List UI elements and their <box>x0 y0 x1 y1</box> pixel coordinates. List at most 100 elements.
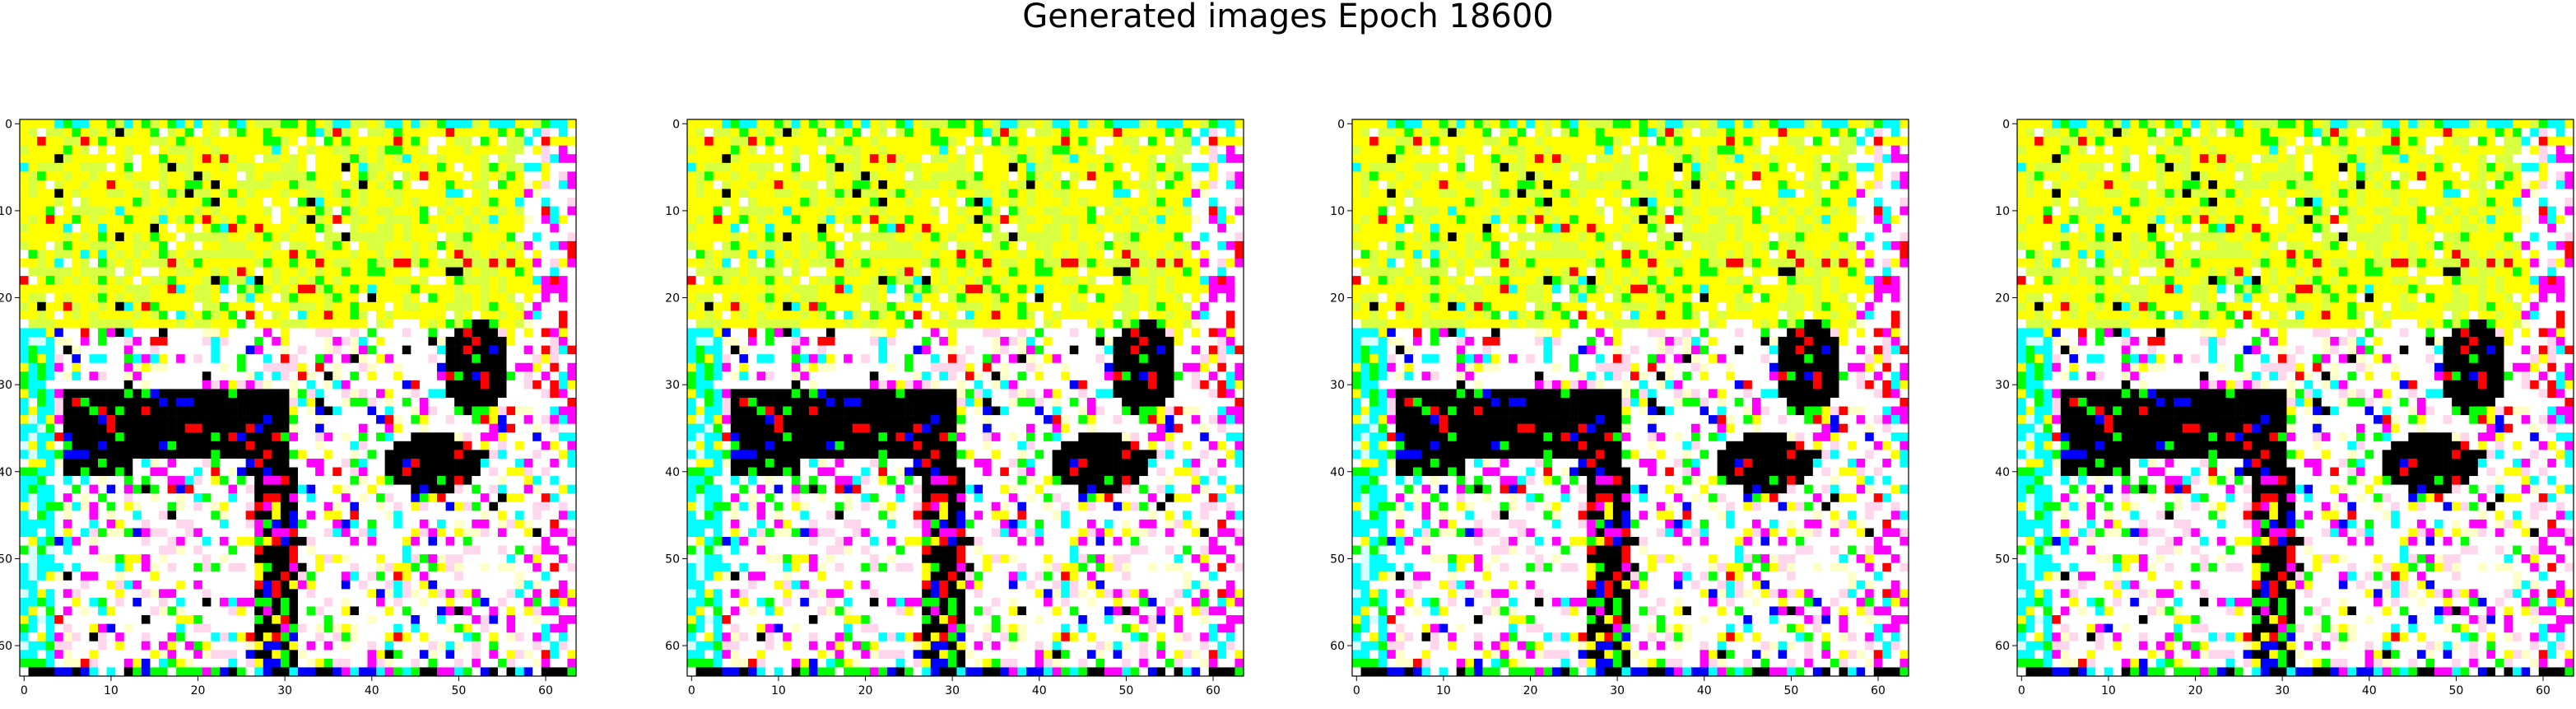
pixel <box>454 493 463 502</box>
pixel <box>1035 198 1044 207</box>
pixel <box>542 207 551 216</box>
pixel <box>254 259 263 268</box>
pixel <box>489 459 498 468</box>
pixel <box>1114 171 1123 180</box>
pixel <box>524 615 533 624</box>
pixel <box>185 346 194 355</box>
pixel <box>489 302 498 311</box>
pixel <box>289 163 298 172</box>
pixel <box>446 346 455 355</box>
pixel <box>46 285 55 294</box>
pixel <box>385 493 394 502</box>
pixel <box>368 476 377 485</box>
pixel <box>385 268 394 277</box>
pixel <box>748 163 757 172</box>
pixel <box>1078 198 1087 207</box>
pixel <box>72 250 81 259</box>
pixel <box>254 641 263 651</box>
pixel <box>420 198 429 207</box>
pixel <box>133 346 142 355</box>
pixel <box>220 554 229 563</box>
pixel <box>202 441 212 450</box>
pixel <box>29 459 38 468</box>
pixel <box>896 224 905 233</box>
pixel <box>896 215 905 224</box>
pixel <box>376 119 385 128</box>
pixel <box>835 119 844 128</box>
pixel <box>428 128 437 138</box>
pixel <box>246 450 255 459</box>
pixel <box>237 320 246 329</box>
pixel <box>385 589 394 598</box>
pixel <box>515 389 524 398</box>
pixel <box>446 329 455 338</box>
pixel <box>956 189 965 198</box>
pixel <box>1139 119 1148 128</box>
pixel <box>1114 207 1123 216</box>
pixel <box>524 276 533 285</box>
pixel <box>185 285 194 294</box>
pixel <box>1114 154 1123 163</box>
pixel <box>524 180 533 189</box>
pixel <box>817 163 826 172</box>
pixel <box>472 441 481 450</box>
pixel <box>559 511 568 520</box>
pixel <box>428 250 437 259</box>
pixel <box>315 259 324 268</box>
pixel <box>1183 146 1192 155</box>
pixel <box>237 207 246 216</box>
pixel <box>272 171 281 180</box>
pixel <box>254 329 263 338</box>
pixel <box>185 563 194 572</box>
pixel <box>107 520 116 529</box>
pixel <box>324 146 333 155</box>
pixel <box>472 667 481 676</box>
pixel <box>81 154 90 163</box>
pixel <box>757 128 766 138</box>
pixel <box>1174 215 1183 224</box>
pixel <box>542 329 551 338</box>
pixel <box>115 329 124 338</box>
pixel <box>481 302 490 311</box>
pixel <box>81 137 90 146</box>
pixel <box>1070 215 1079 224</box>
pixel <box>489 476 498 485</box>
pixel <box>54 459 63 468</box>
pixel <box>168 285 177 294</box>
pixel <box>332 224 342 233</box>
pixel <box>887 128 896 138</box>
pixel <box>542 146 551 155</box>
pixel <box>220 380 229 389</box>
pixel <box>559 581 568 590</box>
pixel <box>835 189 844 198</box>
pixel <box>1078 128 1087 138</box>
pixel <box>254 659 263 668</box>
pixel <box>220 624 229 633</box>
pixel <box>107 450 116 459</box>
pixel <box>168 502 177 511</box>
pixel <box>472 189 481 198</box>
pixel <box>237 250 246 259</box>
pixel <box>376 554 385 563</box>
pixel <box>90 398 99 407</box>
pixel <box>107 441 116 450</box>
pixel <box>142 198 151 207</box>
pixel <box>72 650 81 659</box>
pixel <box>263 276 272 285</box>
pixel <box>385 528 394 537</box>
pixel <box>532 163 542 172</box>
pixel <box>411 354 420 363</box>
pixel <box>185 276 194 285</box>
pixel <box>289 363 298 372</box>
pixel <box>402 189 412 198</box>
pixel <box>765 163 774 172</box>
pixel <box>1044 163 1053 172</box>
pixel <box>550 398 559 407</box>
pixel <box>507 285 516 294</box>
pixel <box>81 354 90 363</box>
pixel <box>289 563 298 572</box>
pixel <box>393 424 402 433</box>
pixel <box>1026 215 1035 224</box>
pixel <box>324 189 333 198</box>
pixel <box>185 215 194 224</box>
